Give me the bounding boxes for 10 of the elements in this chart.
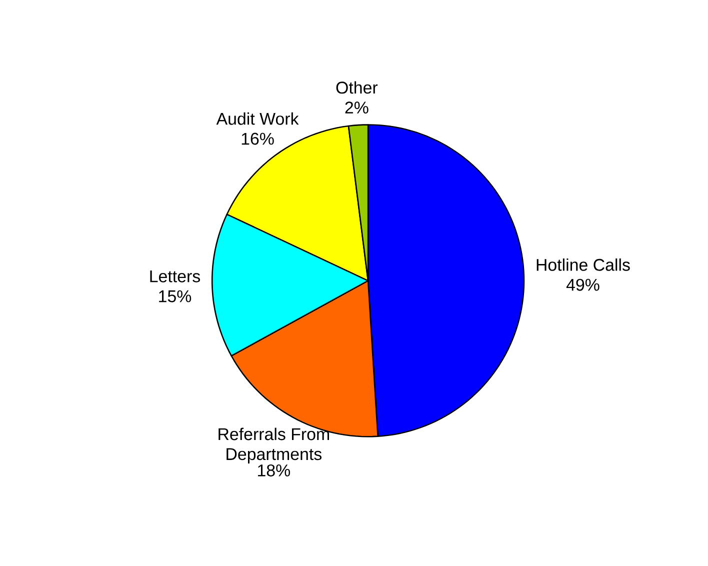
slice-label: Audit Work (216, 112, 299, 125)
data-label: 15% (159, 290, 192, 302)
data-label: 16% (242, 132, 274, 145)
data-label: 49% (566, 278, 600, 291)
slice-label: Referrals From Departments (218, 428, 329, 464)
slice-label: Hotline Calls (536, 258, 630, 271)
slice-label: Letters (150, 270, 200, 282)
data-label: 18% (258, 464, 290, 476)
data-label: 2% (345, 102, 368, 114)
slice-label: Other (336, 81, 378, 94)
